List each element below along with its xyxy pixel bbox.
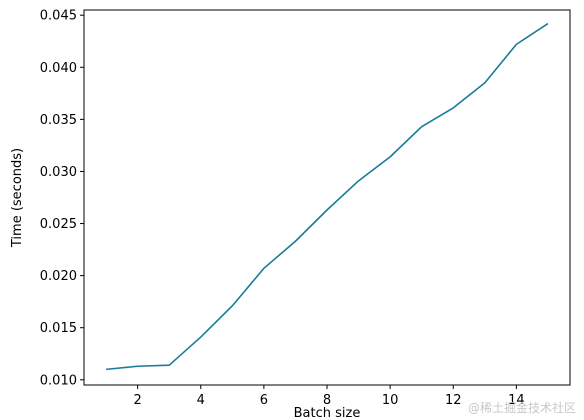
plot-area (83, 9, 571, 386)
x-tick-label: 6 (260, 393, 268, 408)
x-axis-label: Batch size (294, 406, 361, 420)
y-axis-label: Time (seconds) (10, 148, 25, 248)
y-tick-label: 0.035 (40, 113, 77, 128)
y-tick-label: 0.020 (40, 269, 77, 284)
x-axis-ticks: 2 4 6 8 10 12 14 (134, 385, 525, 408)
y-axis-ticks: 0.010 0.015 0.020 0.025 0.030 0.035 0.040 0.045 (40, 9, 84, 388)
x-tick-label: 8 (323, 393, 331, 408)
y-tick-label: 0.045 (40, 9, 77, 24)
x-tick-label: 2 (134, 393, 142, 408)
x-tick-label: 14 (508, 393, 525, 408)
y-tick-label: 0.030 (40, 165, 77, 180)
y-tick-label: 0.040 (40, 61, 77, 76)
y-tick-label: 0.010 (40, 373, 77, 388)
y-tick-label: 0.025 (40, 217, 77, 232)
series-layer (106, 22, 549, 371)
x-tick-label: 4 (197, 393, 205, 408)
watermark: @稀土掘金技术社区 (467, 401, 576, 415)
series-line (106, 22, 549, 371)
x-tick-label: 12 (445, 393, 462, 408)
y-tick-label: 0.015 (40, 321, 77, 336)
x-tick-label: 10 (382, 393, 399, 408)
